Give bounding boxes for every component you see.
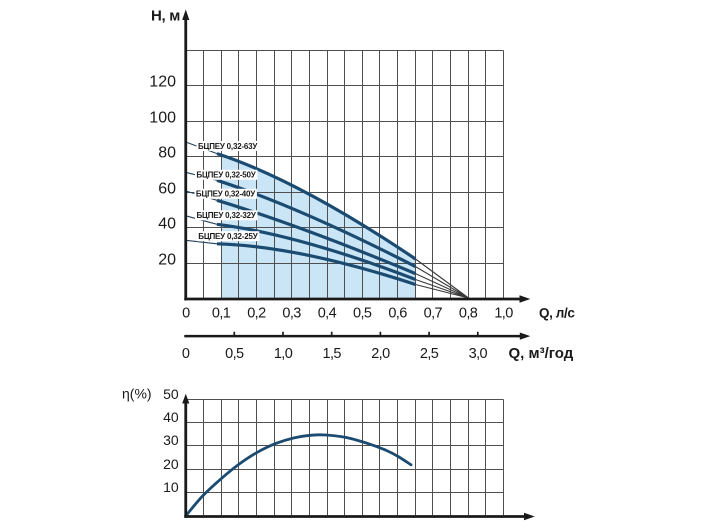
- svg-text:2,5: 2,5: [420, 346, 439, 362]
- svg-text:БЦПЕУ 0,32-50У: БЦПЕУ 0,32-50У: [196, 171, 256, 180]
- svg-text:50: 50: [163, 386, 179, 402]
- svg-text:0,5: 0,5: [225, 346, 244, 362]
- svg-text:Q, м³/год: Q, м³/год: [509, 345, 574, 362]
- svg-text:η(%): η(%): [122, 385, 152, 401]
- svg-text:2,0: 2,0: [371, 346, 390, 362]
- svg-text:0,4: 0,4: [318, 306, 337, 322]
- svg-text:100: 100: [149, 110, 176, 127]
- svg-text:Q, л/с: Q, л/с: [539, 306, 575, 321]
- svg-text:0,7: 0,7: [424, 306, 443, 322]
- svg-text:30: 30: [163, 432, 179, 448]
- svg-text:1,0: 1,0: [274, 346, 293, 362]
- svg-text:0,3: 0,3: [282, 306, 301, 322]
- svg-text:0,5: 0,5: [353, 306, 372, 322]
- svg-text:0,2: 0,2: [247, 306, 266, 322]
- svg-text:БЦПЕУ 0,32-63У: БЦПЕУ 0,32-63У: [198, 142, 258, 151]
- svg-text:Н, м: Н, м: [151, 7, 180, 24]
- svg-text:0: 0: [182, 346, 190, 362]
- svg-text:20: 20: [158, 252, 176, 269]
- svg-text:20: 20: [163, 456, 179, 472]
- svg-text:0,6: 0,6: [388, 306, 407, 322]
- svg-text:120: 120: [149, 74, 176, 91]
- svg-text:БЦПЕУ 0,32-25У: БЦПЕУ 0,32-25У: [198, 232, 258, 241]
- svg-text:БЦПЕУ 0,32-32У: БЦПЕУ 0,32-32У: [197, 211, 257, 220]
- svg-text:3,0: 3,0: [469, 346, 488, 362]
- svg-text:10: 10: [163, 479, 179, 495]
- svg-text:0: 0: [182, 306, 190, 322]
- svg-text:1,5: 1,5: [323, 346, 342, 362]
- svg-text:60: 60: [158, 181, 176, 198]
- svg-text:40: 40: [163, 409, 179, 425]
- svg-text:БЦПЕУ 0,32-40У: БЦПЕУ 0,32-40У: [196, 190, 256, 199]
- svg-text:80: 80: [158, 145, 176, 162]
- svg-text:1,0: 1,0: [494, 306, 513, 322]
- svg-text:40: 40: [158, 216, 176, 233]
- svg-text:0,8: 0,8: [459, 306, 478, 322]
- svg-text:0,1: 0,1: [212, 306, 231, 322]
